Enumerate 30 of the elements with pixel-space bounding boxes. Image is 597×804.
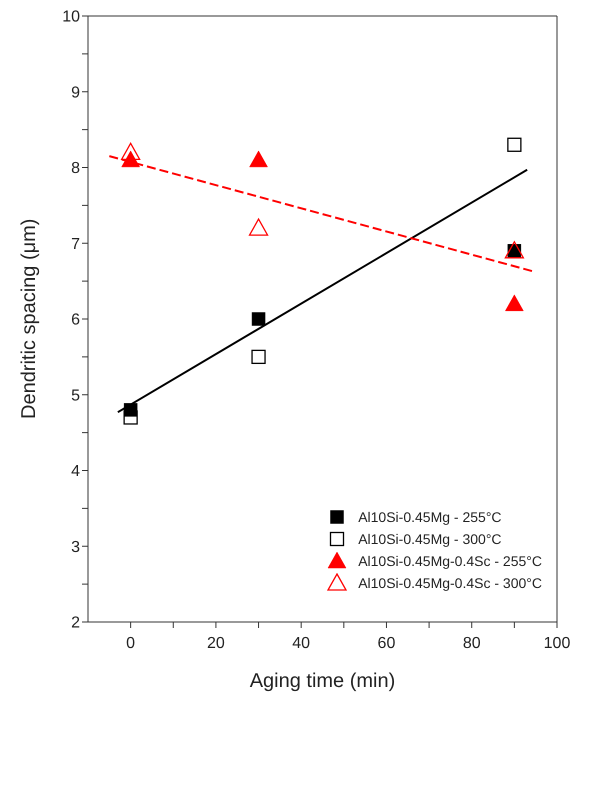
y-tick-label: 7: [71, 236, 80, 253]
y-tick-label: 3: [71, 538, 80, 556]
legend-label: Al10Si-0.45Mg - 300°C: [358, 531, 502, 547]
y-tick-label: 6: [71, 312, 80, 329]
point: [251, 350, 266, 364]
x-tick-label: 100: [544, 635, 570, 652]
legend-label: Al10Si-0.45Mg - 255°C: [358, 509, 502, 525]
point: [252, 312, 266, 326]
y-tick-label: 10: [62, 8, 80, 26]
x-tick-label: 60: [378, 635, 396, 652]
x-tick-label: 20: [207, 635, 225, 652]
point: [504, 241, 524, 258]
x-axis-title: Aging time (min): [250, 670, 396, 692]
y-tick-label: 9: [71, 84, 80, 102]
point: [507, 138, 522, 152]
point: [248, 218, 268, 236]
x-tick-label: 80: [462, 635, 481, 652]
legend-label: Al10Si-0.45Mg-0.4Sc - 255°C: [358, 553, 542, 569]
y-tick-label: 2: [71, 614, 80, 632]
point: [120, 142, 140, 160]
x-tick-label: 40: [292, 635, 310, 652]
y-tick-label: 5: [71, 387, 80, 404]
y-tick-label: 8: [71, 160, 80, 178]
point: [249, 150, 268, 168]
point: [505, 294, 524, 312]
legend-label: Al10Si-0.45Mg-0.4Sc - 300°C: [358, 575, 542, 591]
y-tick-label: 4: [71, 463, 80, 480]
point: [123, 410, 138, 425]
x-tick-label: 0: [126, 635, 136, 652]
y-axis-title: Dendritic spacing (μm): [18, 218, 40, 419]
